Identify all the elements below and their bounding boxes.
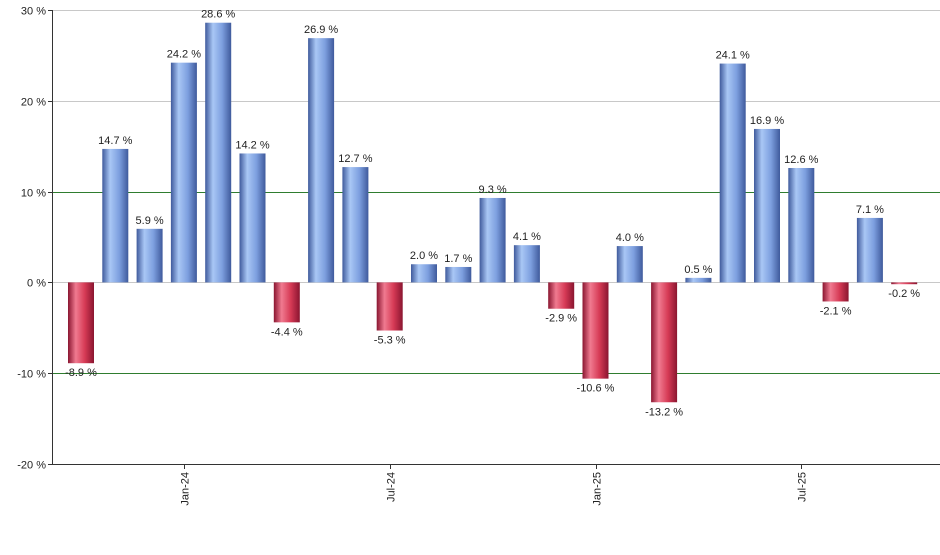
data-label: 24.1 %: [716, 50, 750, 62]
data-label: 28.6 %: [201, 9, 235, 21]
y-tick-label: 20 %: [21, 97, 46, 109]
bar: [513, 245, 540, 283]
data-label: -10.6 %: [577, 383, 615, 395]
data-label: 4.0 %: [616, 232, 644, 244]
data-label: -5.3 %: [374, 335, 406, 347]
bar: [411, 264, 437, 283]
data-label: 2.0 %: [410, 250, 438, 262]
data-label: 4.1 %: [513, 231, 541, 243]
y-tick-label: 30 %: [21, 6, 46, 18]
data-label: 9.3 %: [479, 184, 507, 196]
bars: [68, 22, 918, 403]
data-label: -8.9 %: [65, 367, 97, 379]
data-label: -0.2 %: [888, 288, 920, 300]
bar: [170, 62, 197, 283]
bar: [102, 148, 129, 283]
bar: [616, 246, 643, 283]
data-label: 24.2 %: [167, 49, 201, 61]
bar: [548, 282, 575, 309]
bar: [376, 282, 403, 331]
data-label: 12.6 %: [784, 154, 818, 166]
data-label: -4.4 %: [271, 326, 303, 338]
x-tick-label: Jan-24: [180, 472, 192, 506]
data-label: 14.7 %: [98, 135, 132, 147]
bar: [239, 153, 266, 283]
bar: [479, 197, 506, 283]
bar: [273, 282, 300, 323]
x-tick-label: Jul-24: [386, 472, 398, 502]
data-label: 26.9 %: [304, 24, 338, 36]
data-label: 1.7 %: [444, 253, 472, 265]
y-tick-label: 0 %: [27, 278, 46, 290]
bar: [822, 282, 849, 302]
data-label: -2.1 %: [820, 305, 852, 317]
y-tick-label: -10 %: [17, 369, 46, 381]
bar: [719, 63, 746, 283]
bar: [891, 282, 918, 285]
bar: [788, 167, 815, 283]
axes: 30 % 20 % 10 % 0 % -10 % -20 % Jan-24 Jul-24 Jan…: [17, 6, 940, 506]
bar: [856, 217, 883, 283]
bar: [754, 128, 780, 283]
data-labels: -8.9 % 14.7 % 5.9 % 24.2 % 28.6 % 14.2 % -4.4 …: [65, 9, 920, 419]
bar: [342, 167, 369, 283]
bar: [685, 277, 712, 283]
gridlines: [52, 10, 940, 374]
x-tick-label: Jan-25: [592, 472, 604, 506]
bar: [445, 266, 472, 283]
data-label: -13.2 %: [645, 406, 683, 418]
data-label: 14.2 %: [235, 139, 269, 151]
data-label: 5.9 %: [136, 215, 164, 227]
y-tick-label: 10 %: [21, 188, 46, 200]
bar: [136, 228, 163, 283]
bar: [308, 38, 335, 283]
data-label: 16.9 %: [750, 115, 784, 127]
bar: [205, 22, 232, 283]
data-label: 7.1 %: [856, 204, 884, 216]
bar: [68, 282, 94, 364]
x-tick-label: Jul-25: [797, 472, 809, 502]
data-label: 12.7 %: [338, 153, 372, 165]
data-label: -2.9 %: [545, 313, 577, 325]
data-label: 0.5 %: [684, 264, 712, 276]
y-tick-label: -20 %: [17, 460, 46, 472]
bar: [651, 282, 678, 403]
bar: [582, 282, 609, 379]
